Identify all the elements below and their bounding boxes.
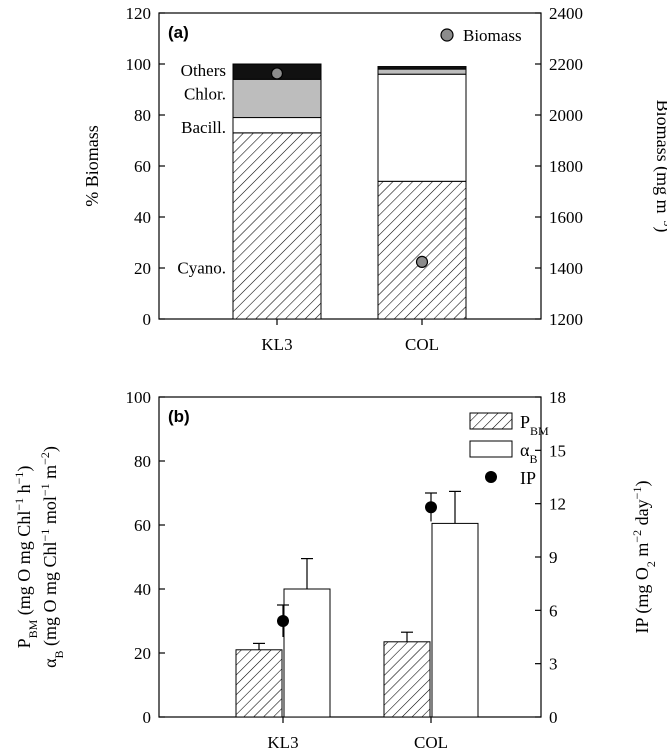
bar-b-col <box>431 522 479 718</box>
panel-b-label: (b) <box>168 407 190 426</box>
y2-tick-label: 2400 <box>549 4 583 23</box>
panel-b-y-axis-title: PBM (mg O mg Chl−1 h−1)αB (mg O mg Chl−1… <box>12 446 66 668</box>
panel-b-y2-axis-title: IP (mg O2 m−2 day−1) <box>630 481 658 634</box>
bar-segment-chlor-col <box>377 68 467 75</box>
ip-point-kl3 <box>277 615 289 627</box>
legend-biomass-marker <box>440 28 454 42</box>
panel-a-label: (a) <box>168 23 189 42</box>
legend-pbm-swatch <box>469 412 513 430</box>
legend-alphab-swatch <box>469 440 513 458</box>
y2-tick-label: 12 <box>549 495 566 514</box>
panel-a-points <box>270 67 429 268</box>
y2-tick-label: 1200 <box>549 310 583 329</box>
legend-pbm-label: PBM <box>520 412 549 438</box>
y-tick-label: 40 <box>134 580 151 599</box>
panel-b-category-labels: KL3 COL <box>267 717 448 752</box>
bar-segment-others-col <box>377 66 467 70</box>
ip-point-col <box>425 501 437 514</box>
y2-tick-label: 1600 <box>549 208 583 227</box>
y2-tick-label: 1800 <box>549 157 583 176</box>
biomass-point-col <box>415 255 429 268</box>
y-tick-label: 100 <box>126 388 152 407</box>
panel-a-bars <box>232 63 467 320</box>
biomass-point-kl3 <box>270 67 284 80</box>
bar-segment-cyano-kl3 <box>232 132 322 320</box>
bar-segment-bacill-col <box>377 73 467 182</box>
y2-tick-label: 0 <box>549 708 558 727</box>
y-tick-label: 120 <box>126 4 152 23</box>
x-tick-label: KL3 <box>261 335 292 354</box>
segment-label-bacill: Bacill. <box>181 118 226 137</box>
panel-a-legend: Biomass <box>440 26 522 45</box>
y-tick-label: 60 <box>134 157 151 176</box>
segment-label-others: Others <box>181 61 226 80</box>
y-tick-label: 40 <box>134 208 151 227</box>
y2-tick-label: 15 <box>549 441 566 460</box>
y2-tick-label: 2000 <box>549 106 583 125</box>
y2-tick-label: 18 <box>549 388 566 407</box>
x-tick-label: KL3 <box>267 733 298 752</box>
bar-b-kl3 <box>283 588 331 718</box>
segment-label-cyano: Cyano. <box>177 259 226 278</box>
y2-tick-label: 3 <box>549 655 558 674</box>
y-axis-title-line-2: αB (mg O mg Chl−1 mol−1 m−2) <box>38 446 66 668</box>
legend-biomass-label: Biomass <box>463 26 522 45</box>
y-tick-label: 0 <box>143 708 152 727</box>
panel-b-ticks: 0 20 40 60 80 100 0 3 6 9 12 15 18 <box>126 388 567 727</box>
bar-segment-bacill-kl3 <box>232 117 322 134</box>
x-tick-label: COL <box>405 335 439 354</box>
bar-bm-col <box>383 641 431 718</box>
panel-a: (a) 0 20 40 60 80 100 120 1200 1400 1600 1800 2000 2… <box>82 4 667 354</box>
y-tick-label: 0 <box>143 310 152 329</box>
bar-segment-chlor-kl3 <box>232 78 322 119</box>
panel-a-category-labels: KL3 COL <box>261 319 439 354</box>
y-axis-title-line-1: PBM (mg O mg Chl−1 h−1) <box>12 466 40 649</box>
bar-bm-kl3 <box>235 649 283 718</box>
y-tick-label: 80 <box>134 452 151 471</box>
legend-alphab-label: αB <box>520 440 537 466</box>
y2-tick-label: 1400 <box>549 259 583 278</box>
y-tick-label: 80 <box>134 106 151 125</box>
x-tick-label: COL <box>414 733 448 752</box>
y-tick-label: 20 <box>134 644 151 663</box>
panel-a-y2-axis-title: Biomass (mg m−3) <box>652 100 667 233</box>
panel-a-segment-labels: Cyano. Bacill. Chlor. Others <box>177 61 226 278</box>
legend-ip-marker <box>485 471 497 483</box>
panel-a-ticks: 0 20 40 60 80 100 120 1200 1400 1600 1800 2000 2200 2… <box>126 4 584 329</box>
panel-a-y-axis-title: % Biomass <box>82 125 102 207</box>
bar-segment-cyano-col <box>377 180 467 320</box>
segment-label-chlor: Chlor. <box>184 85 226 104</box>
y2-axis-title: IP (mg O2 m−2 day−1) <box>630 481 658 634</box>
panel-b-bars <box>235 490 479 718</box>
y2-tick-label: 6 <box>549 601 558 620</box>
y2-tick-label: 9 <box>549 548 558 567</box>
legend-ip-label: IP <box>520 468 536 488</box>
panel-b-points <box>277 492 437 637</box>
y-tick-label: 100 <box>126 55 152 74</box>
y-tick-label: 20 <box>134 259 151 278</box>
y2-tick-label: 2200 <box>549 55 583 74</box>
y-tick-label: 60 <box>134 516 151 535</box>
